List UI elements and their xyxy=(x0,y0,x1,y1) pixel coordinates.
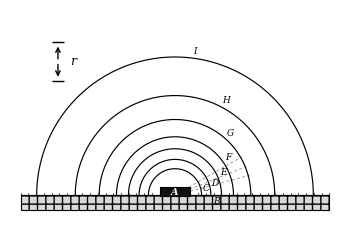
Bar xyxy=(160,187,190,196)
Text: r: r xyxy=(70,55,76,68)
Text: D: D xyxy=(211,179,218,188)
Text: A: A xyxy=(171,188,179,196)
Text: C: C xyxy=(202,184,209,193)
Text: E: E xyxy=(220,168,227,177)
Text: I: I xyxy=(194,47,197,56)
Text: F: F xyxy=(225,153,232,162)
Bar xyxy=(21,195,329,210)
Text: B: B xyxy=(213,197,219,206)
Text: H: H xyxy=(222,96,230,105)
Text: G: G xyxy=(227,129,234,138)
